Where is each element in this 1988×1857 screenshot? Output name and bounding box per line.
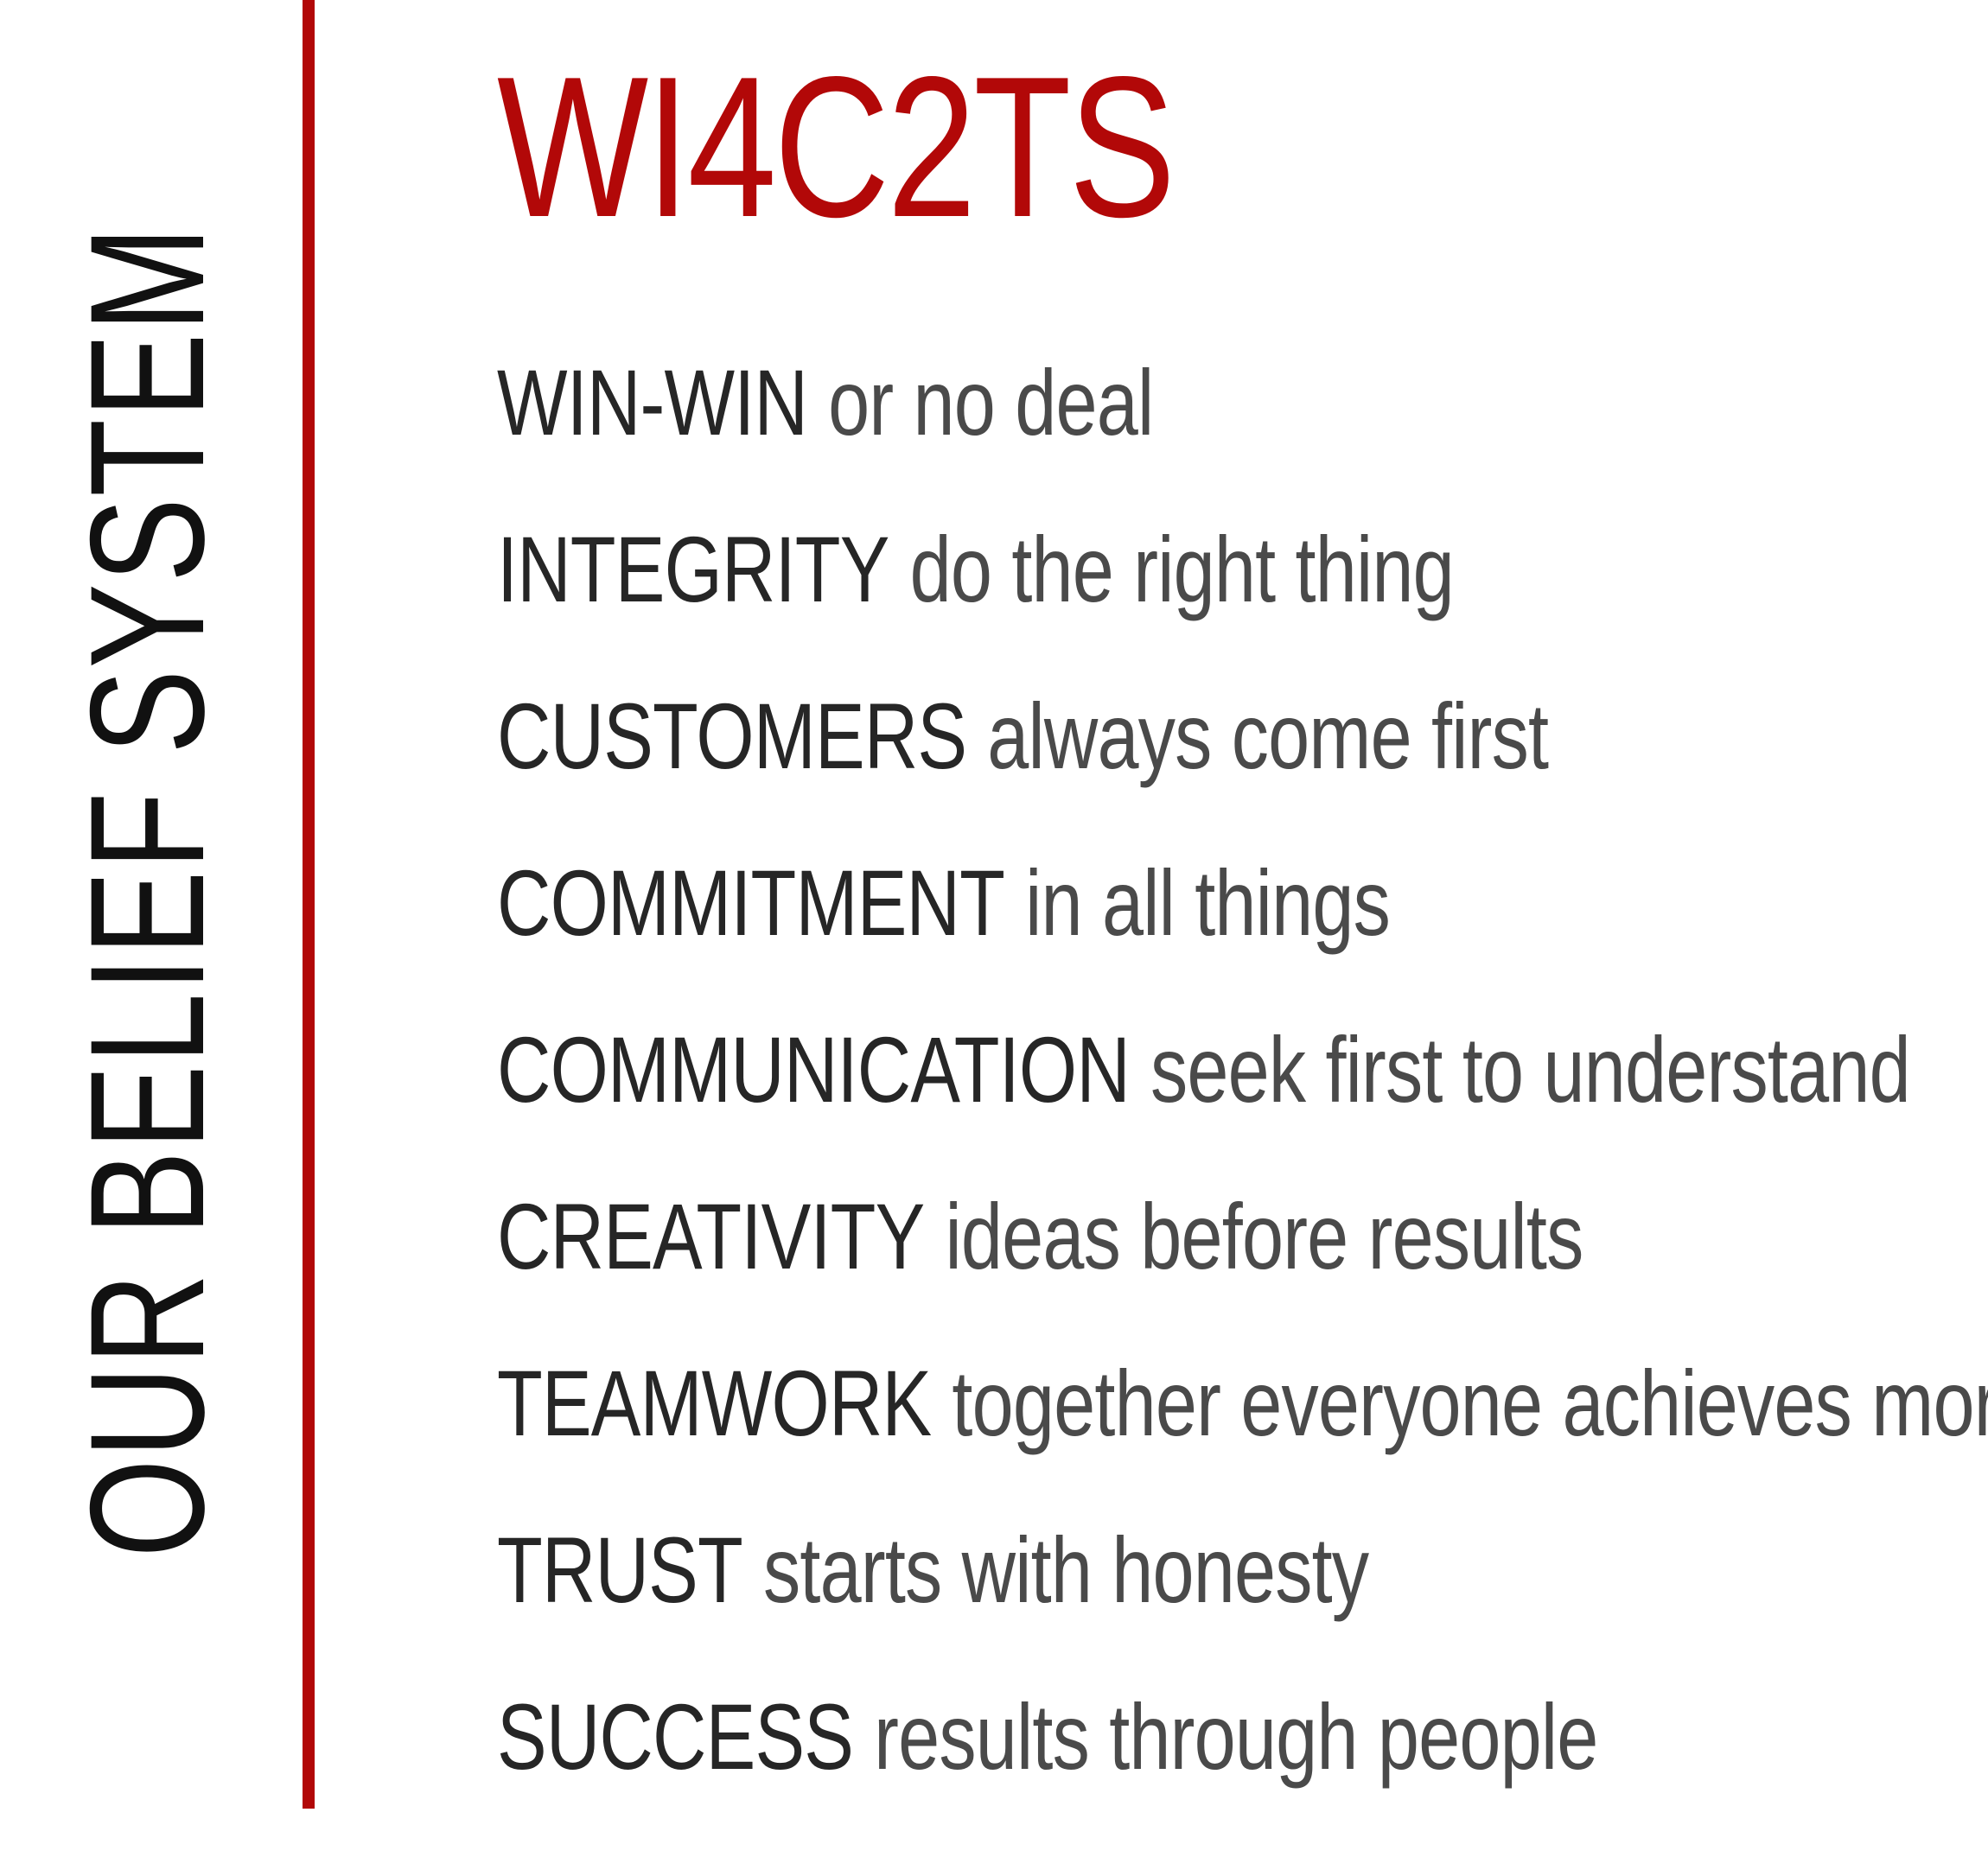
vertical-divider (303, 0, 315, 1809)
values-list: WIN-WIN or no deal INTEGRITY do the righ… (497, 356, 1988, 1857)
value-description: do the right thing (909, 517, 1455, 621)
value-item-teamwork: TEAMWORK together everyone achieves more (497, 1357, 1988, 1523)
value-term: CREATIVITY (497, 1184, 925, 1288)
value-item-win-win: WIN-WIN or no deal (497, 356, 1673, 523)
value-description: ideas before results (945, 1184, 1583, 1288)
value-term: CUSTOMERS (497, 684, 967, 788)
side-title: OUR BELIEF SYSTEM (43, 52, 251, 1746)
value-term: COMMITMENT (497, 850, 1005, 955)
value-term: WIN-WIN (497, 350, 808, 455)
value-item-creativity: CREATIVITY ideas before results (497, 1190, 1673, 1357)
value-term: INTEGRITY (497, 517, 889, 621)
value-description: always come first (987, 684, 1549, 788)
value-description: or no deal (828, 350, 1154, 455)
value-item-trust: TRUST starts with honesty (497, 1523, 1673, 1690)
value-item-integrity: INTEGRITY do the right thing (497, 523, 1673, 690)
acronym-heading: WI4C2TS (497, 35, 1176, 259)
value-item-success: SUCCESS results through people (497, 1690, 1673, 1857)
value-description: together everyone achieves more (952, 1351, 1988, 1455)
value-description: starts with honesty (762, 1517, 1369, 1622)
side-title-container: OUR BELIEF SYSTEM (43, 52, 251, 1746)
belief-system-poster: OUR BELIEF SYSTEM WI4C2TS WIN-WIN or no … (43, 0, 1988, 1809)
value-description: in all things (1025, 850, 1391, 955)
side-title-text: OUR BELIEF SYSTEM (56, 225, 238, 1558)
value-term: TRUST (497, 1517, 743, 1622)
value-term: SUCCESS (497, 1684, 854, 1789)
value-description: seek first to understand (1150, 1017, 1911, 1122)
value-term: TEAMWORK (497, 1351, 932, 1455)
value-term: COMMUNICATION (497, 1017, 1131, 1122)
value-item-customers: CUSTOMERS always come first (497, 690, 1673, 856)
value-item-communication: COMMUNICATION seek first to understand (497, 1023, 1911, 1190)
value-item-commitment: COMMITMENT in all things (497, 856, 1673, 1023)
value-description: results through people (874, 1684, 1598, 1789)
